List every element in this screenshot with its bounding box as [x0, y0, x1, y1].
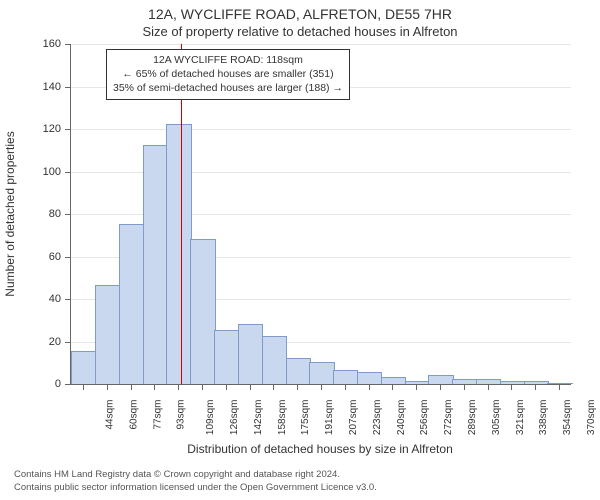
x-tick: [392, 384, 393, 390]
x-tick-label: 109sqm: [205, 400, 216, 436]
x-tick: [250, 384, 251, 390]
x-tick-label: 126sqm: [229, 400, 240, 436]
x-tick-label: 256sqm: [420, 400, 431, 436]
page-subtitle: Size of property relative to detached ho…: [0, 24, 600, 39]
x-tick-label: 175sqm: [300, 400, 311, 436]
x-tick-label: 272sqm: [443, 400, 454, 436]
histogram-bar: [166, 124, 191, 384]
histogram-bar: [428, 375, 453, 385]
histogram-bar: [452, 379, 477, 384]
y-tick: [65, 44, 71, 45]
y-tick: [65, 384, 71, 385]
x-tick-label: 305sqm: [491, 400, 502, 436]
histogram-bar: [286, 358, 311, 385]
x-tick-label: 191sqm: [324, 400, 335, 436]
x-tick-label: 289sqm: [467, 400, 478, 436]
x-tick: [83, 384, 84, 390]
x-tick-label: 77sqm: [152, 400, 163, 430]
y-tick-label: 120: [21, 123, 61, 135]
x-tick-label: 223sqm: [372, 400, 383, 436]
histogram-bar: [309, 362, 334, 384]
x-tick-label: 60sqm: [128, 400, 139, 430]
x-tick: [488, 384, 489, 390]
x-tick: [369, 384, 370, 390]
y-tick-label: 40: [21, 293, 61, 305]
histogram-bar: [333, 370, 358, 384]
y-tick-label: 0: [21, 378, 61, 390]
x-tick: [273, 384, 274, 390]
x-tick-label: 370sqm: [586, 400, 597, 436]
x-tick: [559, 384, 560, 390]
histogram-bar: [357, 372, 382, 384]
y-tick: [65, 129, 71, 130]
y-axis-label: Number of detached properties: [3, 131, 17, 296]
x-tick: [154, 384, 155, 390]
y-tick: [65, 172, 71, 173]
histogram-bar: [214, 330, 239, 384]
x-tick: [345, 384, 346, 390]
histogram-bar: [262, 336, 287, 384]
x-axis-label: Distribution of detached houses by size …: [70, 442, 570, 456]
y-tick-label: 100: [21, 166, 61, 178]
y-tick-label: 20: [21, 336, 61, 348]
x-tick-label: 207sqm: [348, 400, 359, 436]
y-tick-label: 80: [21, 208, 61, 220]
y-tick-label: 140: [21, 81, 61, 93]
gridline: [71, 44, 571, 45]
x-tick-label: 142sqm: [253, 400, 264, 436]
y-tick: [65, 342, 71, 343]
x-tick: [178, 384, 179, 390]
x-tick: [535, 384, 536, 390]
x-tick: [321, 384, 322, 390]
x-tick: [131, 384, 132, 390]
histogram-bar: [476, 379, 501, 384]
footer-line1: Contains HM Land Registry data © Crown c…: [14, 469, 377, 481]
histogram-bar: [119, 224, 144, 384]
x-tick-label: 44sqm: [104, 400, 115, 430]
x-tick: [202, 384, 203, 390]
attribution-footer: Contains HM Land Registry data © Crown c…: [14, 469, 377, 494]
x-tick-label: 338sqm: [539, 400, 550, 436]
histogram-plot: 12A WYCLIFFE ROAD: 118sqm ← 65% of detac…: [70, 44, 571, 385]
x-tick: [464, 384, 465, 390]
x-tick-label: 354sqm: [562, 400, 573, 436]
annotation-box: 12A WYCLIFFE ROAD: 118sqm ← 65% of detac…: [106, 49, 350, 100]
y-tick: [65, 87, 71, 88]
x-tick-label: 158sqm: [277, 400, 288, 436]
x-tick-label: 240sqm: [396, 400, 407, 436]
x-tick: [416, 384, 417, 390]
y-tick: [65, 257, 71, 258]
histogram-bar: [381, 377, 406, 384]
x-tick: [440, 384, 441, 390]
x-tick: [511, 384, 512, 390]
x-tick: [297, 384, 298, 390]
y-tick: [65, 299, 71, 300]
y-tick-label: 60: [21, 251, 61, 263]
annotation-line2: ← 65% of detached houses are smaller (35…: [113, 67, 343, 81]
annotation-line1: 12A WYCLIFFE ROAD: 118sqm: [113, 53, 343, 67]
figure: 12A, WYCLIFFE ROAD, ALFRETON, DE55 7HR S…: [0, 0, 600, 500]
x-tick: [226, 384, 227, 390]
x-tick-label: 321sqm: [515, 400, 526, 436]
histogram-bar: [143, 145, 168, 384]
histogram-bar: [95, 285, 120, 384]
annotation-line3: 35% of semi-detached houses are larger (…: [113, 81, 343, 95]
histogram-bar: [71, 351, 96, 384]
y-tick-label: 160: [21, 38, 61, 50]
histogram-bar: [190, 239, 215, 385]
gridline: [71, 129, 571, 130]
x-tick: [107, 384, 108, 390]
histogram-bar: [238, 324, 263, 385]
y-tick: [65, 214, 71, 215]
x-tick-label: 93sqm: [176, 400, 187, 430]
footer-line2: Contains public sector information licen…: [14, 482, 377, 494]
page-title: 12A, WYCLIFFE ROAD, ALFRETON, DE55 7HR: [0, 6, 600, 22]
